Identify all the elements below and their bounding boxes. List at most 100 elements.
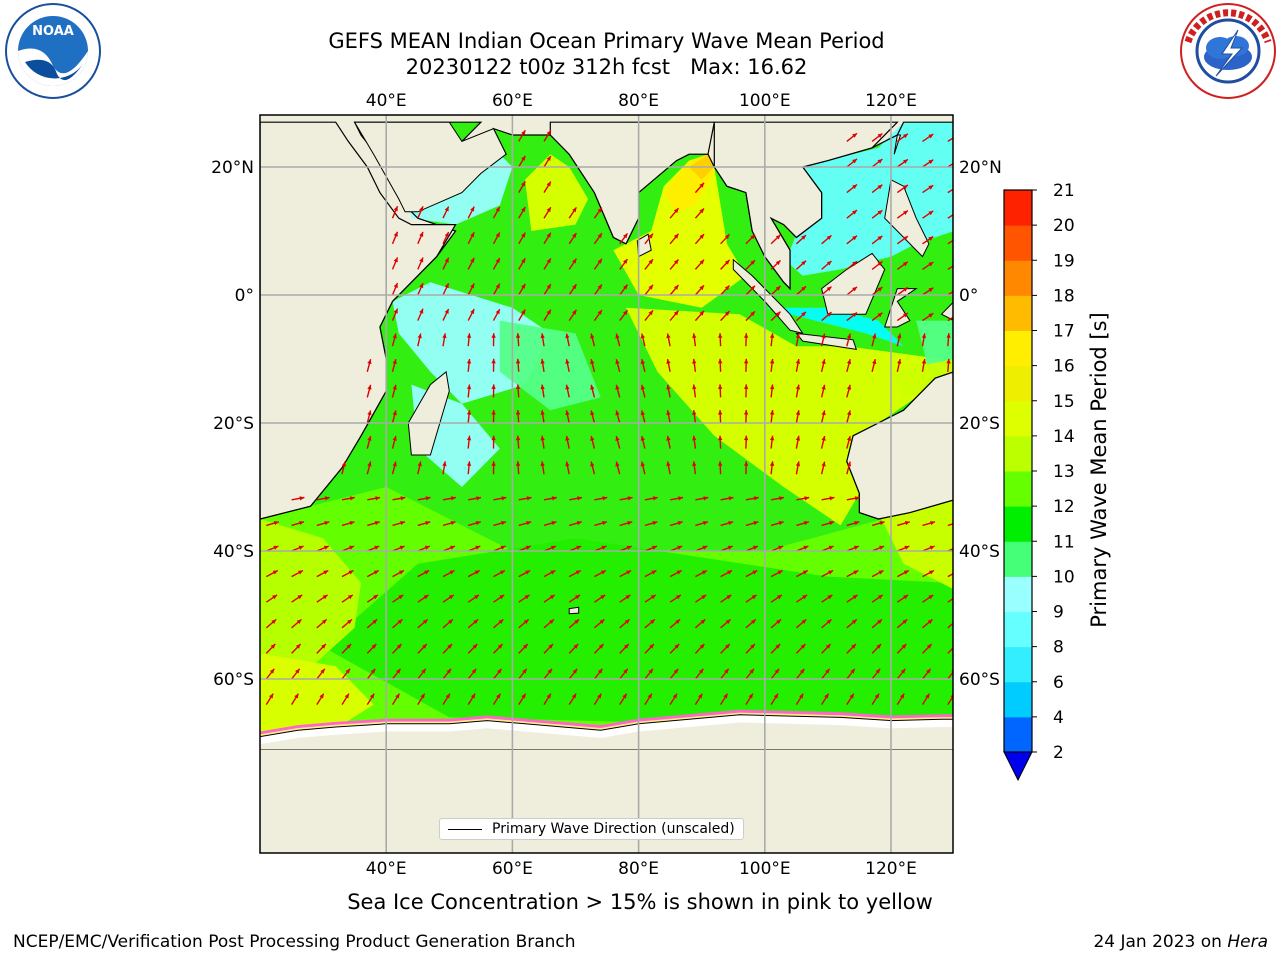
wave-vector (291, 693, 299, 705)
wave-vector (644, 618, 656, 629)
wave-vector (922, 210, 934, 219)
colorbar-tick-label: 18 (1053, 286, 1075, 306)
wave-vector (442, 594, 455, 603)
wave-vector (291, 594, 303, 603)
wave-vector (947, 162, 953, 168)
wave-vector (367, 521, 380, 527)
wave-vector (947, 239, 953, 245)
wave-vector (619, 309, 629, 322)
wave-vector (568, 545, 582, 552)
wave-vector (720, 643, 731, 654)
colorbar-segment (1004, 400, 1032, 437)
wave-direction-vectors (265, 129, 953, 705)
wave-vector (821, 693, 830, 705)
wave-vector (692, 358, 697, 372)
chart-subtitle: 20230122 t00z 312h fcst Max: 16.62 (405, 55, 808, 79)
wave-vector (720, 668, 730, 680)
wave-vector (543, 569, 556, 578)
wave-vector (745, 259, 756, 270)
wave-vector (921, 358, 927, 372)
wave-vector (871, 643, 882, 654)
wave-vector (718, 461, 723, 475)
wave-vector (922, 184, 934, 194)
lon-tick-label-bottom: 60°E (492, 859, 533, 879)
wave-vector (543, 545, 557, 552)
wave-vector (468, 521, 481, 527)
wave-vector (694, 618, 706, 629)
wave-vector (518, 257, 526, 270)
wave-vector (518, 521, 532, 527)
wave-vector (922, 569, 935, 578)
wave-vector (770, 311, 781, 322)
wave-vector (692, 384, 697, 398)
wave-vector (644, 594, 657, 603)
wave-vector (846, 521, 860, 527)
wave-vector (897, 545, 910, 552)
wave-vector (543, 496, 557, 501)
island-kerguelen (568, 606, 580, 615)
wave-vector (442, 333, 447, 347)
wave-vector (493, 569, 506, 578)
wave-vector (417, 618, 429, 629)
wave-vector (947, 548, 953, 552)
lon-tick-label-top: 100°E (739, 91, 791, 111)
wave-vector (518, 206, 526, 219)
wave-vector (796, 594, 808, 603)
australia (846, 371, 953, 520)
wave-vector (669, 643, 680, 654)
wave-vector (922, 312, 934, 322)
wave-vector (491, 358, 496, 372)
wave-vector (594, 496, 608, 501)
wave-vector (442, 257, 450, 270)
wave-vector (619, 284, 629, 296)
wave-vector (392, 594, 404, 603)
wave-vector (392, 521, 406, 527)
colorbar-segment (1004, 435, 1032, 472)
wave-vector (593, 232, 603, 245)
wave-vector (896, 235, 909, 245)
colorbar-tick-label: 19 (1053, 251, 1075, 271)
lat-tick-label-right: 20°N (959, 158, 1002, 178)
wave-vector (619, 643, 630, 654)
wave-vector (871, 545, 885, 552)
lat-tick-label-left: 40°S (213, 542, 254, 562)
wave-vector (669, 284, 680, 296)
wave-vector (846, 461, 852, 475)
chart-title: GEFS MEAN Indian Ocean Primary Wave Mean… (328, 29, 885, 53)
wave-vector (265, 594, 278, 603)
wave-vector (669, 233, 680, 245)
colorbar-tick-label: 11 (1053, 532, 1075, 552)
wave-vector (947, 265, 953, 270)
wave-vector (820, 359, 826, 372)
wave-vector (316, 594, 328, 603)
wave-vector (922, 594, 934, 603)
wave-vector (946, 333, 951, 347)
lon-tick-label-bottom: 120°E (865, 859, 917, 879)
svg-text:NOAA: NOAA (32, 24, 74, 39)
wave-vector (896, 184, 909, 194)
wave-vector (341, 643, 352, 654)
wave-vector (821, 668, 831, 680)
wave-vector (391, 333, 397, 347)
wave-vector (947, 523, 953, 527)
wave-vector (366, 435, 372, 449)
wave-vector (568, 569, 582, 578)
wave-vector (466, 333, 472, 347)
wave-vector (745, 234, 756, 245)
wave-vector (266, 545, 279, 552)
wave-vector (692, 461, 697, 475)
wave-vector (568, 207, 577, 219)
noaa-logo: NOAA (5, 3, 101, 99)
wave-vector (366, 359, 372, 372)
wave-vector (821, 521, 835, 527)
lat-tick-label-left: 0° (235, 286, 254, 306)
wave-vector (291, 643, 302, 654)
wave-vector (417, 643, 428, 654)
wave-vector (666, 435, 671, 449)
lat-tick-label-right: 0° (959, 286, 978, 306)
wave-vector (543, 693, 552, 705)
wave-vector (391, 668, 402, 680)
wave-vector (492, 643, 504, 654)
wave-vector (467, 693, 476, 705)
